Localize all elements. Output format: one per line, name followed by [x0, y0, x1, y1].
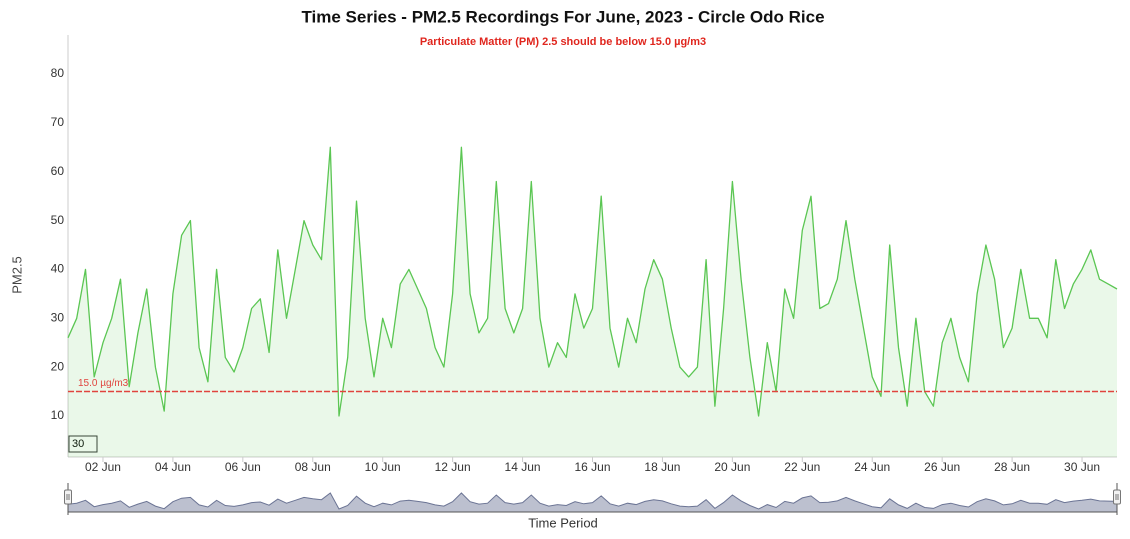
navigator-handle[interactable]	[64, 489, 72, 505]
y-tick-label: 10	[51, 408, 65, 422]
y-axis-title: PM2.5	[9, 256, 24, 294]
navigator-handle[interactable]	[1113, 489, 1121, 505]
y-tick-label: 70	[51, 115, 65, 129]
x-tick-label: 24 Jun	[854, 460, 890, 474]
x-tick-label: 04 Jun	[155, 460, 191, 474]
x-tick-label: 26 Jun	[924, 460, 960, 474]
line	[67, 146, 1118, 417]
chart-subtitle: Particulate Matter (PM) 2.5 should be be…	[420, 36, 706, 48]
x-tick-label: 20 Jun	[714, 460, 750, 474]
x-tick-label: 10 Jun	[365, 460, 401, 474]
x-tick-label: 16 Jun	[574, 460, 610, 474]
x-tick-label: 28 Jun	[994, 460, 1030, 474]
y-tick-label: 30	[51, 310, 65, 324]
y-tick-label: 60	[51, 164, 65, 178]
y-tick-label: 40	[51, 262, 65, 276]
x-tick-label: 22 Jun	[784, 460, 820, 474]
navigator-area	[67, 492, 1118, 513]
area	[68, 147, 1117, 458]
x-tick-label: 14 Jun	[505, 460, 541, 474]
x-tick-label: 08 Jun	[295, 460, 331, 474]
range-box[interactable]	[68, 435, 98, 453]
x-tick-label: 06 Jun	[225, 460, 261, 474]
y-tick-label: 50	[51, 213, 65, 227]
x-tick-label: 12 Jun	[435, 460, 471, 474]
range-box-text: 30	[72, 438, 84, 450]
x-tick-label: 30 Jun	[1064, 460, 1100, 474]
y-tick-label: 80	[51, 66, 65, 80]
navigator[interactable]	[68, 480, 1117, 513]
chart-title: Time Series - PM2.5 Recordings For June,…	[301, 7, 824, 26]
threshold-label: 15.0 µg/m3	[78, 378, 129, 389]
x-axis-title: Time Period	[528, 515, 598, 530]
x-tick-label: 18 Jun	[644, 460, 680, 474]
y-tick-label: 20	[51, 359, 65, 373]
x-tick-label: 02 Jun	[85, 460, 121, 474]
